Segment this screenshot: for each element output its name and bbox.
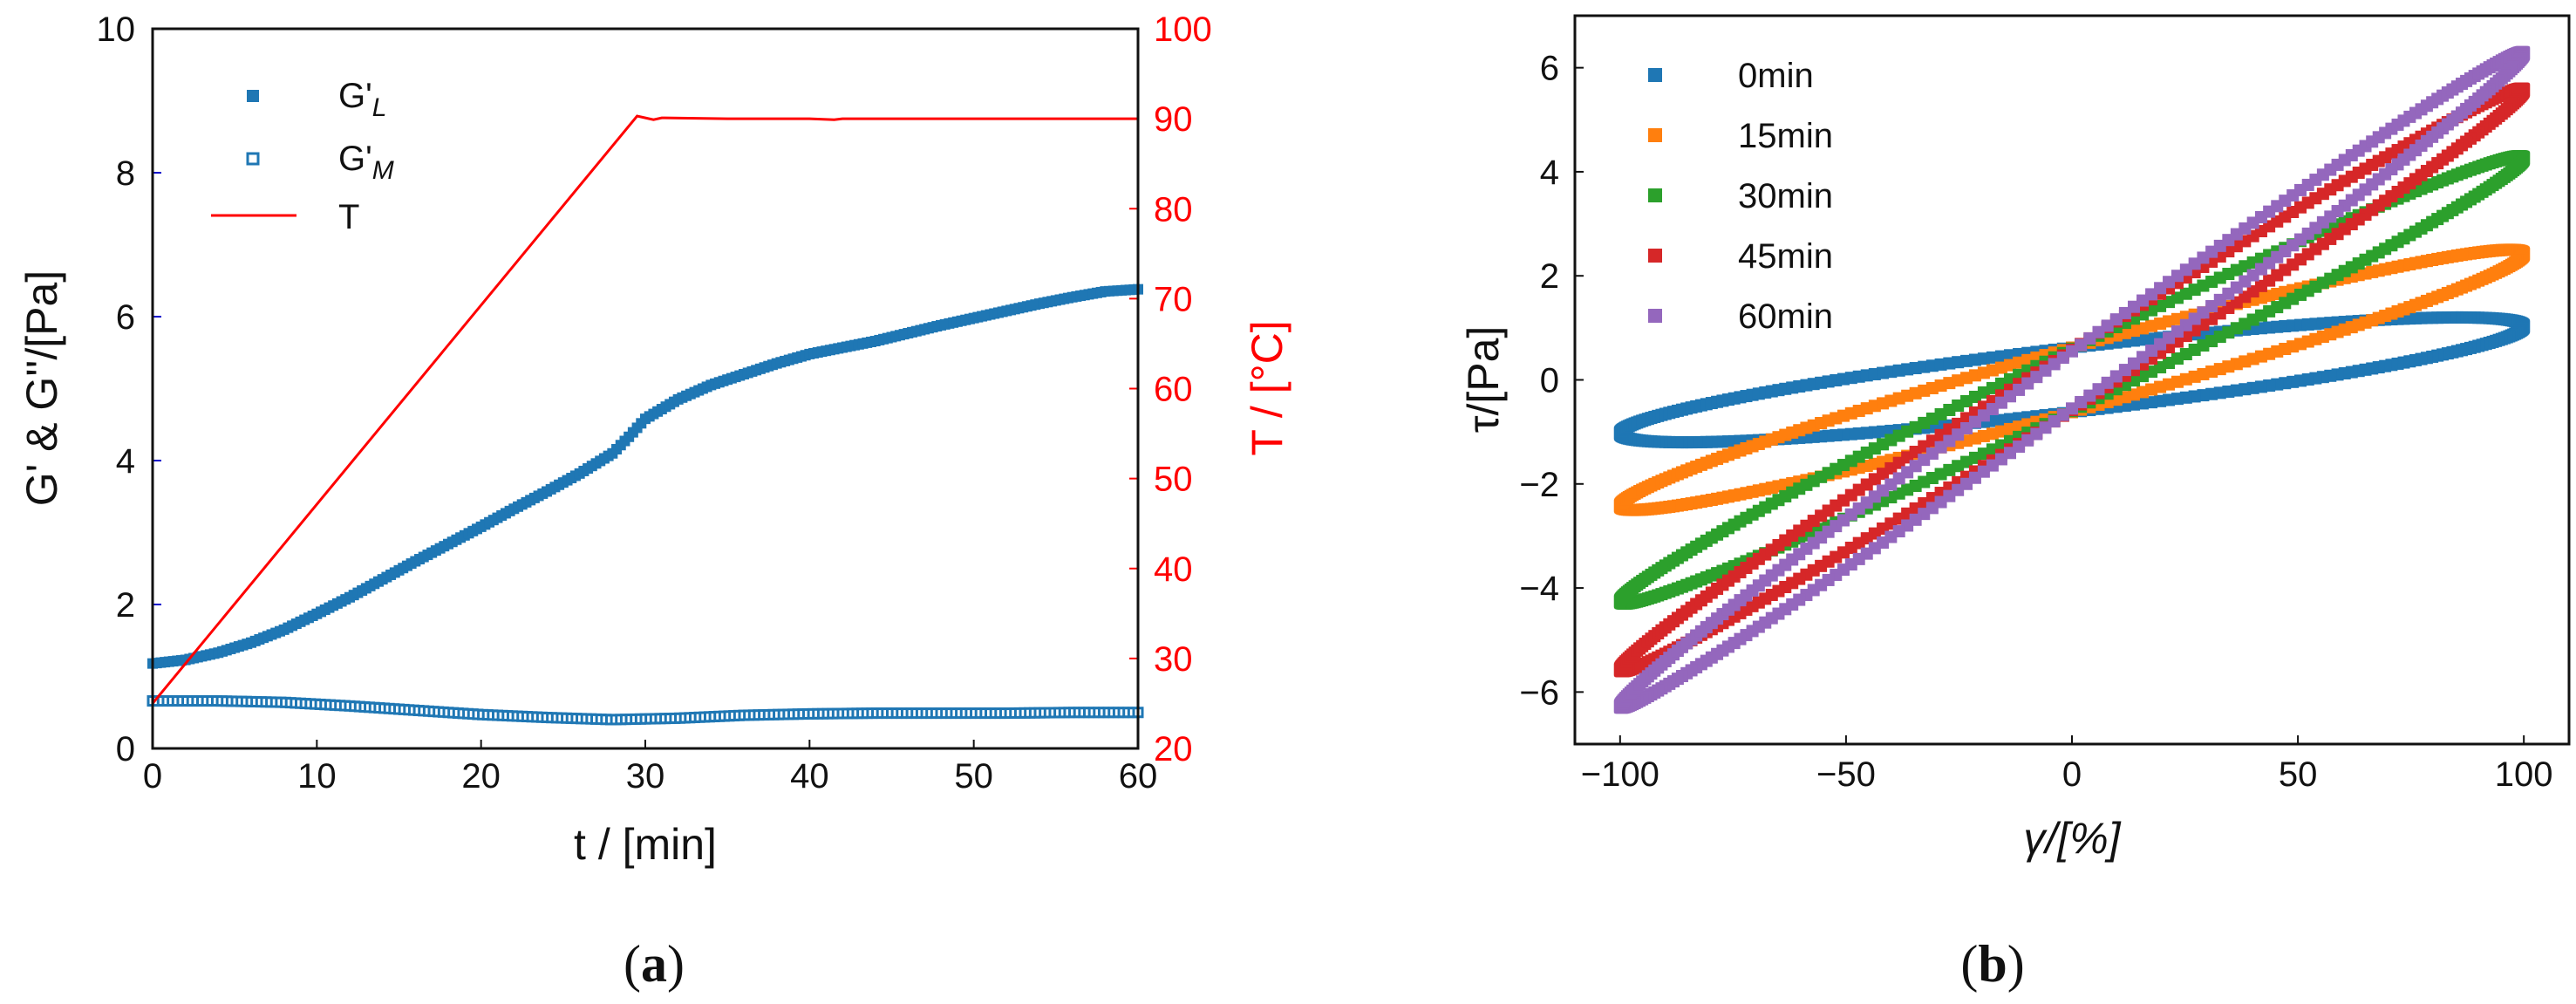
- chart-a-ylabel: G' & G''/[Pa]: [17, 270, 66, 506]
- legend-marker-gl: [247, 90, 259, 102]
- legend-marker-15min: [1648, 128, 1662, 142]
- loop-0min: [1613, 311, 2531, 449]
- chart-a: 0 10 20 30 40 50 6002468102030405060708090100 …: [17, 10, 1291, 993]
- x-tick-label: 30: [626, 757, 665, 796]
- legend-label-0min: 0min: [1738, 57, 1814, 95]
- legend-label-15min: 15min: [1738, 117, 1833, 155]
- y-tick-label: 4: [1540, 154, 1559, 192]
- x-tick-label: 60: [1119, 757, 1158, 796]
- y-tick-label: 0: [116, 730, 135, 768]
- chart-b-frame: [1573, 14, 2571, 746]
- legend-label-60min: 60min: [1738, 297, 1833, 336]
- chart-b-ylabel: τ/[Pa]: [1459, 326, 1508, 434]
- legend-marker-60min: [1648, 309, 1662, 323]
- y-tick-label: 2: [116, 586, 135, 625]
- legend-marker-30min: [1648, 188, 1662, 202]
- legend-marker-45min: [1648, 249, 1662, 263]
- chart-a-frame: [151, 27, 1140, 750]
- y-tick-label: −6: [1519, 673, 1559, 712]
- x-tick-label: 0: [2062, 755, 2082, 794]
- y-right-tick-label: 70: [1154, 280, 1193, 318]
- y-tick-label: 2: [1540, 257, 1559, 296]
- chart-a-data: [147, 114, 1144, 726]
- legend-marker-gm: [246, 152, 260, 166]
- chart-b: −100 −50 0 50 100 −6 −4 −2 0 2 4 6 γ/[%] τ/[Pa] 0mi…: [1459, 14, 2571, 993]
- legend-label-45min: 45min: [1738, 237, 1833, 276]
- y-tick-label: 10: [97, 10, 136, 49]
- y-right-tick-label: 100: [1154, 10, 1212, 49]
- x-tick-label: 10: [297, 757, 337, 796]
- legend-label-30min: 30min: [1738, 177, 1833, 215]
- x-tick-label: 100: [2495, 755, 2553, 794]
- y-right-tick-label: 60: [1154, 371, 1193, 409]
- loop-60min: [1613, 45, 2531, 714]
- y-tick-label: −2: [1519, 466, 1559, 504]
- panel-label-b: (b): [1960, 935, 2024, 993]
- y-right-tick-label: 50: [1154, 461, 1193, 499]
- chart-a-ylabel-right: T / [°C]: [1243, 320, 1291, 455]
- chart-a-ticks: 0 10 20 30 40 50 60 0 2 4 6 8 10 20 30 40 50 60 70 80 90 100: [97, 10, 1212, 796]
- chart-b-data: [1613, 45, 2531, 714]
- y-tick-label: 4: [116, 442, 135, 481]
- y-tick-label: 0: [1540, 362, 1559, 400]
- x-tick-label: 50: [954, 757, 993, 796]
- y-right-tick-label: 30: [1154, 640, 1193, 679]
- y-right-tick-label: 90: [1154, 100, 1193, 139]
- temperature-line: [151, 114, 1138, 705]
- y-tick-label: 6: [1540, 50, 1559, 88]
- legend-label-gl: G'L: [338, 77, 386, 122]
- chart-b-legend: 0min 15min 30min 45min 60min: [1648, 57, 1833, 336]
- x-tick-label: 0: [143, 757, 162, 796]
- y-right-tick-label: 80: [1154, 190, 1193, 229]
- y-right-tick-label: 20: [1154, 730, 1193, 768]
- loop-30min: [1613, 150, 2531, 610]
- chart-a-legend: G'L G'M T: [211, 77, 394, 236]
- legend-label-gm: G'M: [338, 140, 394, 185]
- x-tick-label: 40: [790, 757, 829, 796]
- x-tick-label: 50: [2279, 755, 2318, 794]
- y-right-tick-label: 40: [1154, 550, 1193, 589]
- y-tick-label: −4: [1519, 570, 1559, 608]
- legend-label-t: T: [338, 198, 359, 236]
- x-tick-label: −100: [1581, 755, 1659, 794]
- y-tick-label: 6: [116, 298, 135, 337]
- legend-marker-0min: [1648, 68, 1662, 82]
- point-60min: [2056, 352, 2069, 365]
- chart-a-xlabel: t / [min]: [574, 820, 717, 869]
- panel-label-a: (a): [624, 935, 685, 993]
- chart-b-ticks: −100 −50 0 50 100 −6 −4 −2 0 2 4 6: [1519, 50, 2552, 794]
- y-tick-label: 8: [116, 154, 135, 193]
- loop-15min: [1613, 243, 2531, 516]
- x-tick-label: 20: [461, 757, 501, 796]
- chart-b-xlabel: γ/[%]: [2023, 814, 2121, 863]
- x-tick-label: −50: [1816, 755, 1876, 794]
